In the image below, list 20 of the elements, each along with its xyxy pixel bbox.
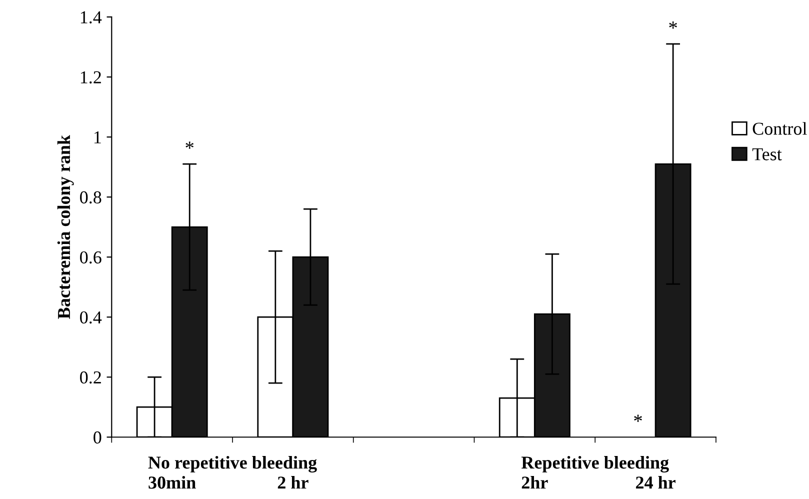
legend-label: Test — [752, 148, 782, 160]
annotation: * — [186, 142, 194, 149]
x-tick-label: 2 hr — [278, 476, 308, 489]
annotation: * — [634, 414, 642, 422]
legend-label: Control — [752, 122, 807, 135]
y-tick-label: 1.4 — [80, 11, 102, 24]
y-tick-label: 0.6 — [80, 251, 102, 264]
text: Repetitive bleeding — [521, 456, 669, 473]
x-tick-label: 30min — [148, 476, 196, 489]
y-tick-label: 0 — [94, 431, 102, 444]
y-axis-title: Bacteremia colony rank — [57, 134, 74, 319]
y-tick-label: 0.4 — [80, 311, 102, 324]
y-tick-label: 0.2 — [80, 371, 101, 384]
y-tick-label: 0.8 — [80, 191, 102, 204]
y-tick-label: 1.2 — [80, 71, 101, 84]
text: No repetitive bleeding — [148, 456, 317, 473]
annotation: * — [669, 22, 677, 29]
x-tick-label: 2hr — [522, 476, 548, 489]
x-tick-label: 24 hr — [636, 476, 676, 489]
y-tick-label: 1 — [94, 131, 101, 144]
